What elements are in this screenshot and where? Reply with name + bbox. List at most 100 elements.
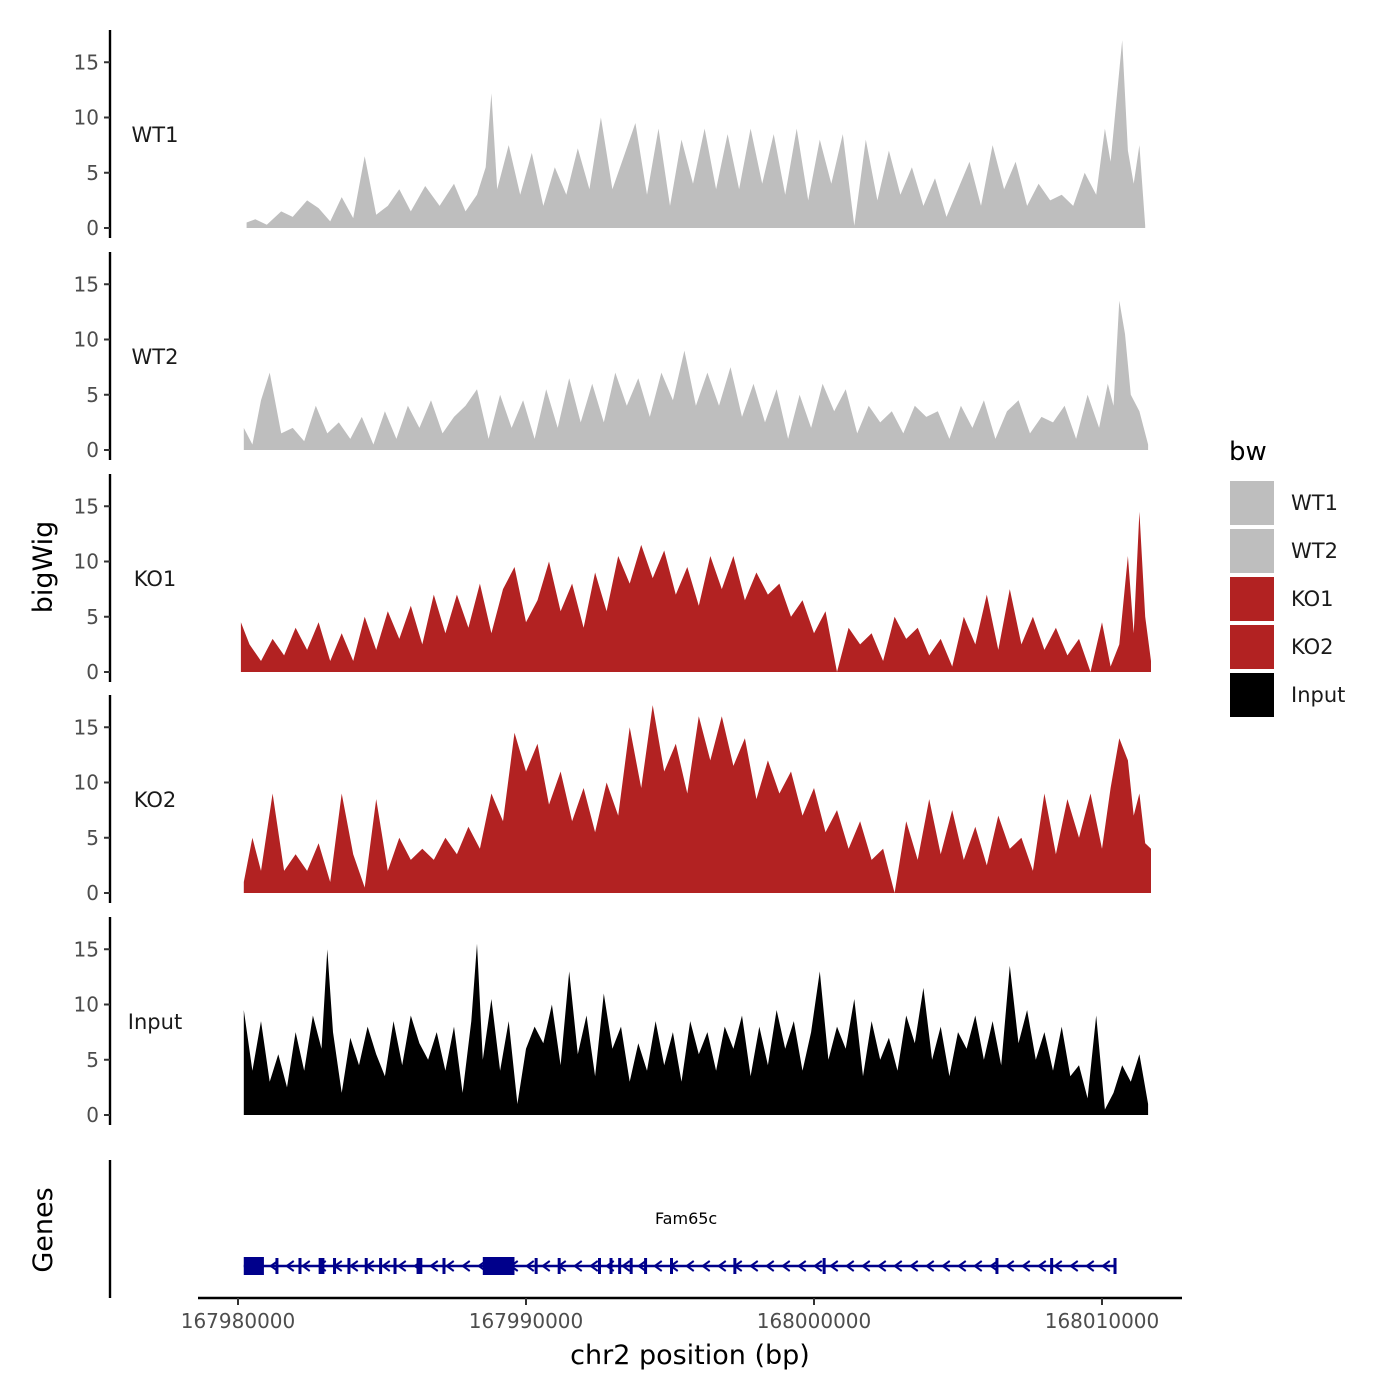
exon — [995, 1258, 999, 1274]
strand-arrow — [925, 1260, 935, 1272]
strand-arrow — [541, 1260, 551, 1272]
legend-label: KO1 — [1291, 587, 1334, 611]
strand-arrow — [685, 1260, 695, 1272]
exon — [598, 1258, 601, 1274]
legend-label: WT2 — [1291, 539, 1338, 563]
exon — [482, 1257, 515, 1275]
track-label: WT1 — [132, 123, 179, 147]
exon — [298, 1258, 302, 1274]
track-label: KO1 — [134, 567, 177, 591]
series-area-wt1 — [246, 40, 1146, 228]
exon — [416, 1258, 423, 1274]
genes-panel: Fam65c — [108, 1160, 1117, 1298]
strand-arrow — [765, 1260, 775, 1272]
legend-swatch — [1228, 623, 1276, 671]
y-tick-label: 15 — [74, 50, 99, 74]
exon — [557, 1258, 561, 1274]
strand-arrow — [637, 1260, 647, 1272]
legend-label: Input — [1291, 683, 1345, 707]
strand-arrow — [301, 1260, 311, 1272]
track-panel-wt1: 0 5 10 15 WT1 — [74, 30, 1146, 240]
strand-arrow — [573, 1260, 583, 1272]
y-tick-label: 0 — [86, 881, 99, 905]
strand-arrow — [941, 1260, 951, 1272]
strand-arrow — [381, 1260, 391, 1272]
strand-arrow — [893, 1260, 903, 1272]
x-axis: 167980000 167990000 168000000 168010000 — [181, 1296, 1182, 1333]
exon — [364, 1258, 368, 1274]
exon — [1050, 1258, 1054, 1274]
y-tick-label: 0 — [86, 1103, 99, 1127]
legend-item-wt1: WT1 — [1228, 479, 1338, 527]
strand-arrow — [909, 1260, 919, 1272]
track-label: Input — [128, 1010, 182, 1034]
exon — [333, 1258, 337, 1274]
y-tick-label: 5 — [86, 383, 99, 407]
exon — [609, 1258, 613, 1274]
strand-arrow — [1053, 1260, 1063, 1272]
exon — [822, 1258, 826, 1274]
strand-arrow — [989, 1260, 999, 1272]
exon — [1113, 1258, 1117, 1274]
strand-arrow — [813, 1260, 823, 1272]
y-tick-label: 15 — [74, 272, 99, 296]
track-panel-ko1: 0 5 10 15 KO1 — [74, 474, 1151, 684]
strand-arrow — [461, 1260, 471, 1272]
exon — [644, 1258, 648, 1274]
strand-arrow — [1085, 1260, 1095, 1272]
strand-arrow — [797, 1260, 807, 1272]
y-tick-label: 5 — [86, 1048, 99, 1072]
legend-item-wt2: WT2 — [1228, 527, 1338, 575]
y-tick-label: 15 — [74, 494, 99, 518]
strand-arrow — [957, 1260, 967, 1272]
legend-swatch — [1228, 479, 1276, 527]
strand-arrow — [1037, 1260, 1047, 1272]
x-tick-label: 168000000 — [757, 1309, 872, 1333]
exon — [379, 1258, 383, 1274]
strand-arrow — [845, 1260, 855, 1272]
strand-arrow — [1101, 1260, 1111, 1272]
legend-label: KO2 — [1291, 635, 1334, 659]
track-label: KO2 — [134, 788, 177, 812]
gene-fam65c: Fam65c — [243, 1209, 1117, 1275]
series-area-wt2 — [243, 300, 1149, 450]
strand-arrow — [701, 1260, 711, 1272]
strand-arrow — [525, 1260, 535, 1272]
y-tick-label: 10 — [74, 328, 99, 352]
y-tick-label: 10 — [74, 550, 99, 574]
exon — [347, 1258, 351, 1274]
strand-arrow — [781, 1260, 791, 1272]
legend-item-ko1: KO1 — [1228, 575, 1334, 623]
strand-arrow — [1021, 1260, 1031, 1272]
exon — [629, 1258, 633, 1274]
y-tick-label: 0 — [86, 438, 99, 462]
y-axis-title: bigWig — [28, 521, 59, 614]
y-tick-label: 15 — [74, 715, 99, 739]
strand-arrow — [861, 1260, 871, 1272]
y-tick-label: 10 — [74, 993, 99, 1017]
strand-arrow — [1005, 1260, 1015, 1272]
y-tick-label: 0 — [86, 660, 99, 684]
exon — [275, 1258, 279, 1274]
series-area-ko2 — [243, 705, 1152, 893]
y-tick-label: 10 — [74, 106, 99, 130]
legend-swatch — [1228, 527, 1276, 575]
strand-arrow — [445, 1260, 455, 1272]
strand-arrow — [269, 1260, 279, 1272]
y-tick-label: 5 — [86, 605, 99, 629]
exon — [670, 1258, 673, 1274]
strand-arrow — [349, 1260, 359, 1272]
gene-label: Fam65c — [655, 1209, 717, 1228]
legend-title: bw — [1229, 437, 1267, 467]
track-panel-input: 0 5 10 15 Input — [74, 917, 1149, 1127]
legend-swatch — [1228, 575, 1276, 623]
strand-arrow — [285, 1260, 295, 1272]
track-panel-wt2: 0 5 10 15 WT2 — [74, 252, 1149, 462]
strand-arrow — [973, 1260, 983, 1272]
strand-arrow — [429, 1260, 439, 1272]
exon — [733, 1258, 737, 1274]
legend-item-ko2: KO2 — [1228, 623, 1334, 671]
exon — [243, 1257, 264, 1275]
series-area-input — [243, 943, 1149, 1115]
strand-arrow — [877, 1260, 887, 1272]
